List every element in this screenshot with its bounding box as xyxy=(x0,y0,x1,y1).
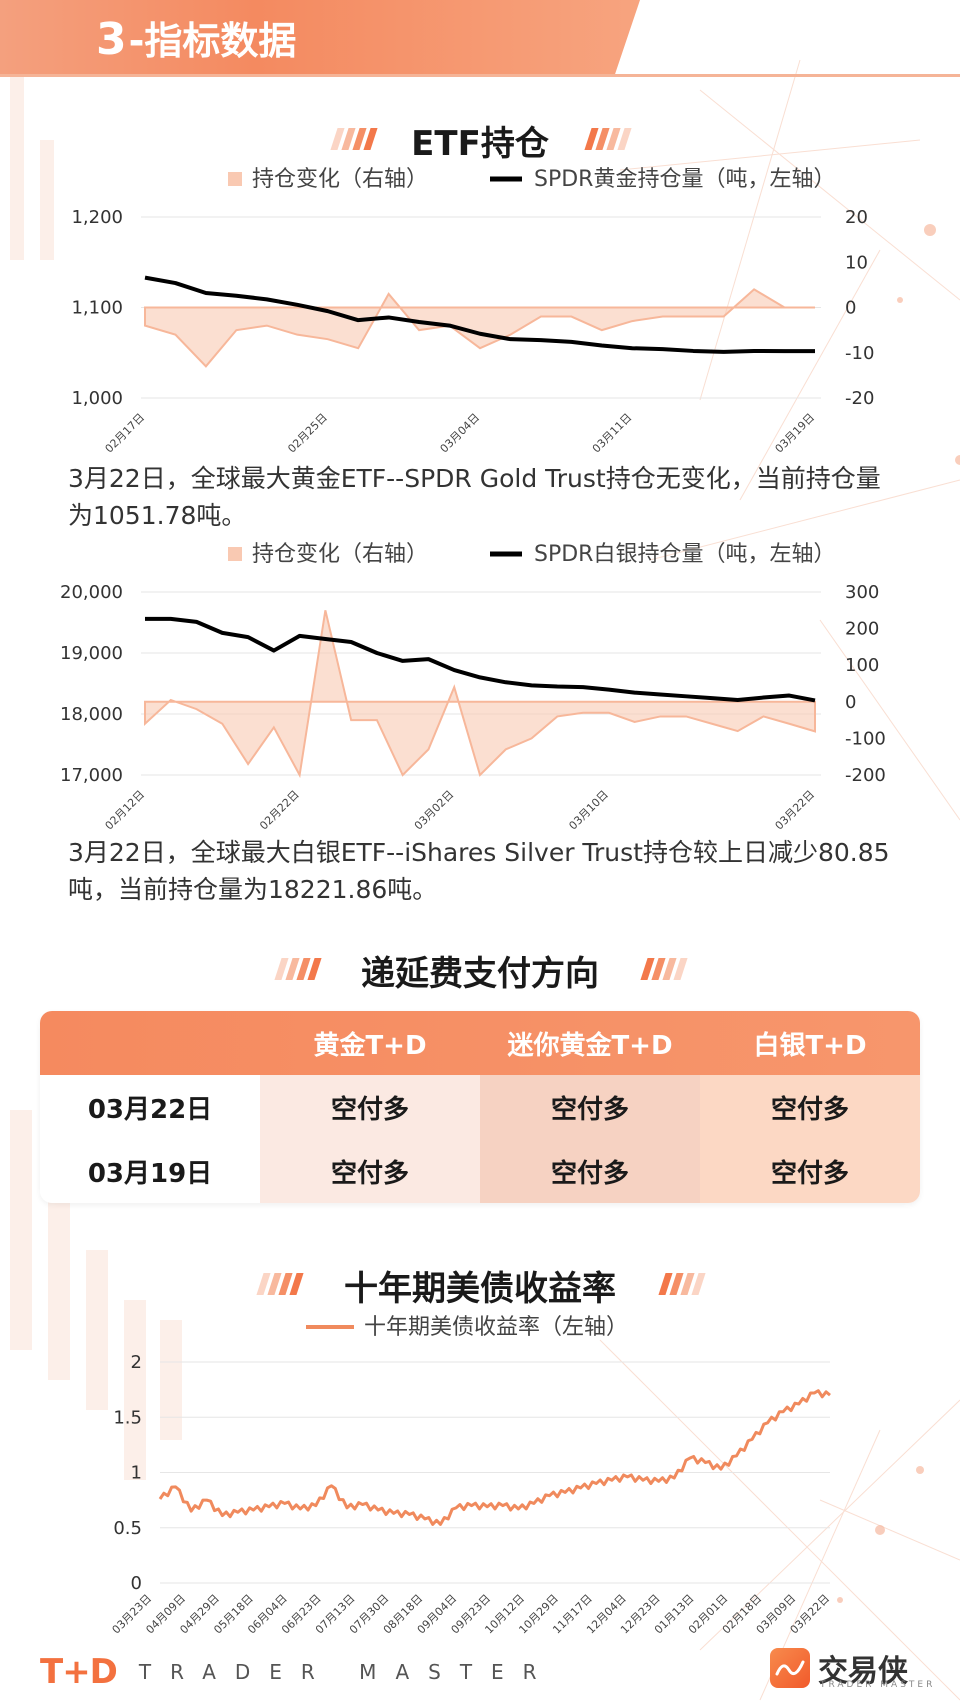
y-right-tick-label: -20 xyxy=(845,388,874,409)
table-row: 03月19日 空付多 空付多 空付多 xyxy=(40,1139,920,1203)
header-underline xyxy=(0,74,960,77)
x-tick-label: 03月10日 xyxy=(566,788,611,833)
header-ribbon xyxy=(0,0,640,76)
table-header-row: 黄金T+D 迷你黄金T+D 白银T+D xyxy=(40,1011,920,1075)
yield-line xyxy=(158,1389,831,1526)
y-right-tick-label: 0 xyxy=(845,298,856,319)
table-header-cell: 白银T+D xyxy=(753,1030,867,1061)
silver-etf-chart: 持仓变化（右轴） SPDR白银持仓量（吨，左轴） 17,000 18,000 19,00… xyxy=(60,542,886,833)
table-header-cell: 黄金T+D xyxy=(313,1030,427,1061)
rollover-section-title: 递延费支付方向 xyxy=(361,954,599,994)
brand-subtitle: TRADER MASTER xyxy=(820,1680,936,1690)
stripe-decoration-left xyxy=(256,1273,304,1295)
y-left-tick-label: 18,000 xyxy=(60,704,123,725)
x-tick-label: 03月11日 xyxy=(590,411,635,456)
x-tick-label: 03月19日 xyxy=(773,411,818,456)
x-tick-label: 02月22日 xyxy=(257,788,302,833)
y-right-tick-label: 300 xyxy=(845,582,879,603)
table-cell: 空付多 xyxy=(480,1075,700,1139)
y-tick-label: 2 xyxy=(131,1352,142,1373)
y-left-tick-label: 19,000 xyxy=(60,643,123,664)
brand-logo: 交易侠 TRADER MASTER xyxy=(770,1646,932,1690)
x-tick-label: 03月04日 xyxy=(438,411,483,456)
x-tick-label: 02月12日 xyxy=(103,788,148,833)
brand-name: 交易侠 xyxy=(818,1654,908,1689)
y-left-tick-label: 1,200 xyxy=(71,207,123,228)
treasury-yield-chart: 十年期美债收益率（左轴）00.511.5203月23日04月09日04月29日0… xyxy=(110,1315,833,1636)
stripe-decoration-left xyxy=(274,958,322,980)
section-title: -指标数据 xyxy=(128,19,297,63)
stripe-decoration-right xyxy=(658,1273,706,1295)
y-right-tick-label: -10 xyxy=(845,343,874,364)
y-tick-label: 0.5 xyxy=(113,1518,142,1539)
stripe-decoration-right xyxy=(640,958,688,980)
legend-label-area: 持仓变化（右轴） xyxy=(252,542,428,567)
x-tick-label: 03月02日 xyxy=(412,788,457,833)
legend-label-area: 持仓变化（右轴） xyxy=(252,167,428,192)
table-cell: 空付多 xyxy=(700,1075,920,1139)
table-date-cell: 03月19日 xyxy=(40,1139,260,1203)
y-tick-label: 0 xyxy=(131,1573,142,1594)
legend-label-line: SPDR黄金持仓量（吨，左轴） xyxy=(534,167,835,192)
legend-swatch-area xyxy=(228,547,242,561)
section-number: 3 xyxy=(96,14,127,65)
holding-line xyxy=(145,616,816,703)
x-tick-label: 03月22日 xyxy=(773,788,818,833)
y-right-tick-label: 10 xyxy=(845,252,868,273)
x-tick-label: 02月25日 xyxy=(285,411,330,456)
table-header-cell: 迷你黄金T+D xyxy=(507,1030,673,1061)
etf-section-title: ETF持仓 xyxy=(411,124,549,164)
td-logo-text: TRADER MASTER xyxy=(138,1660,556,1684)
td-logo: T+D TRADER MASTER xyxy=(40,1652,556,1692)
y-tick-label: 1.5 xyxy=(113,1407,142,1428)
gold-etf-chart: 持仓变化（右轴） SPDR黄金持仓量（吨，左轴） 1,000 1,100 1,200 -2… xyxy=(71,167,874,456)
gold-caption: 3月22日，全球最大黄金ETF--SPDR Gold Trust持仓无变化，当前… xyxy=(68,464,881,530)
holding-change-area xyxy=(144,610,816,779)
x-tick-label: 02月17日 xyxy=(103,411,148,456)
table-cell: 空付多 xyxy=(260,1075,480,1139)
table-header-cell xyxy=(40,1011,260,1075)
rollover-table: 黄金T+D 迷你黄金T+D 白银T+D 03月22日 空付多 空付多 空付多 0… xyxy=(40,1011,920,1203)
legend-label-yield: 十年期美债收益率（左轴） xyxy=(364,1315,628,1340)
legend-label-line: SPDR白银持仓量（吨，左轴） xyxy=(534,542,835,567)
table-row: 03月22日 空付多 空付多 空付多 xyxy=(40,1075,920,1139)
holding-change-area xyxy=(144,288,815,368)
y-left-tick-label: 1,000 xyxy=(71,388,123,409)
y-left-tick-label: 17,000 xyxy=(60,765,123,786)
y-tick-label: 1 xyxy=(131,1463,142,1484)
table-cell: 空付多 xyxy=(480,1139,700,1203)
td-logo-mark: T+D xyxy=(40,1652,118,1692)
y-left-tick-label: 1,100 xyxy=(71,298,123,319)
table-date-cell: 03月22日 xyxy=(40,1075,260,1139)
page-title: 3 -指标数据 xyxy=(96,10,296,65)
y-right-tick-label: 200 xyxy=(845,619,879,640)
y-left-tick-label: 20,000 xyxy=(60,582,123,603)
y-right-tick-label: 100 xyxy=(845,655,879,676)
y-right-tick-label: -200 xyxy=(845,765,886,786)
silver-caption: 3月22日，全球最大白银ETF--iShares Silver Trust持仓较… xyxy=(68,838,890,904)
y-right-tick-label: 0 xyxy=(845,692,856,713)
stripe-decoration-right xyxy=(584,128,632,150)
table-cell: 空付多 xyxy=(700,1139,920,1203)
y-right-tick-label: -100 xyxy=(845,728,886,749)
legend-swatch-area xyxy=(228,172,242,186)
y-right-tick-label: 20 xyxy=(845,207,868,228)
table-cell: 空付多 xyxy=(260,1139,480,1203)
chart-swoosh-icon xyxy=(770,1648,810,1688)
stripe-decoration-left xyxy=(330,128,378,150)
header-bar: 3 -指标数据 xyxy=(0,0,960,77)
yield-section-title: 十年期美债收益率 xyxy=(344,1269,616,1309)
